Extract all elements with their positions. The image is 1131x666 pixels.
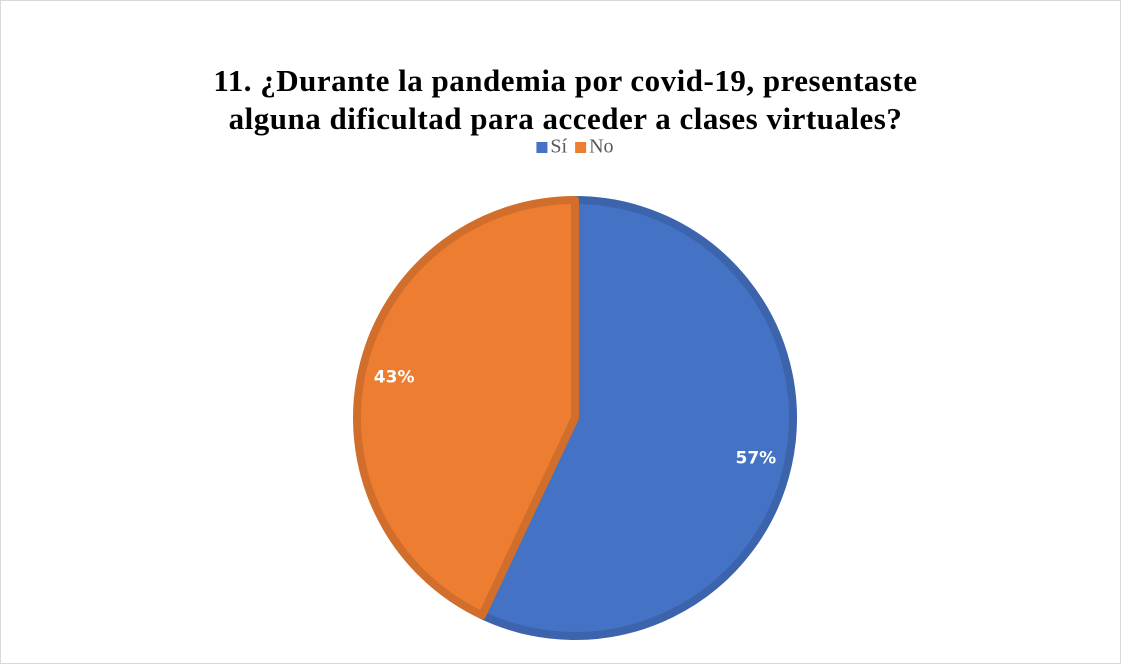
data-label: 57% — [735, 448, 776, 468]
chart-title: 11. ¿Durante la pandemia por covid-19, p… — [213, 63, 918, 136]
legend-label: No — [589, 136, 613, 158]
legend-label: Sí — [550, 136, 567, 158]
pie-slice — [478, 196, 797, 640]
pie-slice — [353, 196, 579, 620]
legend-swatch — [536, 142, 548, 153]
legend-swatch — [575, 142, 587, 153]
data-label: 43% — [374, 368, 415, 388]
